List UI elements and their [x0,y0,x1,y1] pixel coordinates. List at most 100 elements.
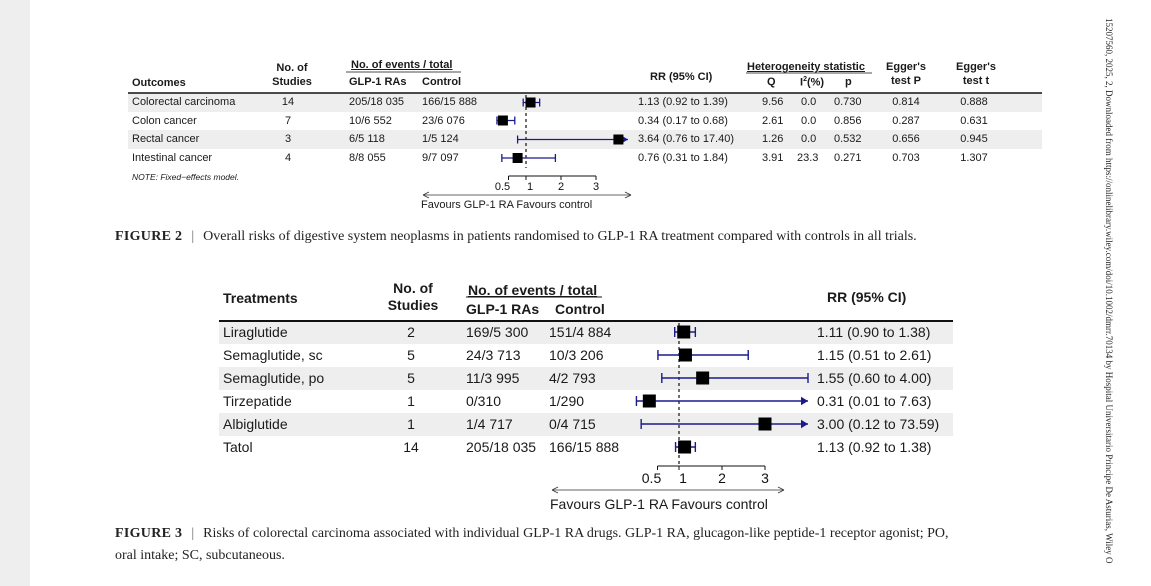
header-q: Q [767,76,776,88]
control-events: 166/15 888 [549,439,620,455]
glp1-events: 205/18 035 [349,96,405,108]
control-events: 1/290 [549,393,585,409]
treatment-label: Liraglutide [223,324,288,340]
rr-point [525,97,536,108]
i2-value: 0.0 [801,96,817,108]
control-events: 166/15 888 [422,96,478,108]
header-egger-p-2: test P [891,75,921,87]
favours-arrow-left [422,191,430,199]
favours-arrow-right [777,486,785,494]
favours-label: Favours GLP-1 RA Favours control [550,496,768,512]
p-value: 0.730 [834,96,862,108]
i2-value: 0.0 [801,133,817,145]
header-studies-2: Studies [272,76,312,88]
header-treatments: Treatments [223,290,298,306]
egger-t-value: 1.307 [960,152,988,164]
header-glp1: GLP-1 RAs [466,301,540,317]
studies-value: 14 [403,439,419,455]
outcome-label: Colorectal carcinoma [132,96,236,108]
q-value: 2.61 [762,115,784,127]
header-control: Control [422,76,462,88]
q-value: 1.26 [762,133,784,145]
header-egger-t-1: Egger's [956,61,996,73]
rr-point [642,394,656,408]
studies-value: 1 [407,393,415,409]
rr-point [497,115,508,126]
egger-p-value: 0.287 [892,115,920,127]
rr-point [696,371,710,385]
header-events-group: No. of events / total [468,282,598,298]
x-tick-label: 0.5 [642,470,662,486]
rr-ci-text: 3.64 (0.76 to 17.40) [638,133,735,145]
header-outcomes: Outcomes [132,77,186,89]
row-shade [128,93,1042,112]
ci-right-arrow [801,419,808,429]
model-note: NOTE: Fixed−effects model. [132,172,239,182]
i2-value: 0.0 [801,115,817,127]
glp1-events: 169/5 300 [466,324,529,340]
header-egger-p-1: Egger's [886,61,926,73]
header-studies-1: No. of [393,280,433,296]
rr-point [758,417,772,431]
rr-ci-text: 0.31 (0.01 to 7.63) [817,393,932,409]
control-events: 9/7 097 [422,152,459,164]
glp1-events: 205/18 035 [466,439,537,455]
q-value: 3.91 [762,152,784,164]
q-value: 9.56 [762,96,784,108]
glp1-events: 6/5 118 [349,133,385,145]
glp1-events: 10/6 552 [349,115,392,127]
header-heterogeneity: Heterogeneity statistic [747,61,865,73]
rr-ci-text: 1.13 (0.92 to 1.39) [638,96,728,108]
glp1-events: 11/3 995 [466,370,520,386]
x-tick-label: 1 [527,181,533,193]
control-events: 0/4 715 [549,416,596,432]
download-watermark: 15207560, 2025, 2, Downloaded from https… [1104,18,1114,564]
glp1-events: 0/310 [466,393,502,409]
studies-value: 5 [407,370,415,386]
x-tick-label: 3 [761,470,769,486]
figure-3-caption-line-2: oral intake; SC, subcutaneous. [115,548,285,563]
treatment-label: Tirzepatide [223,393,292,409]
favours-arrow-left [551,486,559,494]
rr-ci-text: 1.11 (0.90 to 1.38) [817,324,931,340]
rr-ci-text: 0.34 (0.17 to 0.68) [638,115,728,127]
header-glp1: GLP-1 RAs [349,76,407,88]
studies-value: 2 [407,324,415,340]
header-events-group: No. of events / total [351,59,453,71]
x-tick-label: 3 [593,181,599,193]
x-tick-label: 1 [679,470,687,486]
outcome-label: Intestinal cancer [132,152,213,164]
control-events: 23/6 076 [422,115,465,127]
i2-value: 23.3 [797,152,819,164]
rr-ci-text: 0.76 (0.31 to 1.84) [638,152,728,164]
studies-value: 5 [407,347,415,363]
x-tick-label: 2 [718,470,726,486]
ci-right-arrow [801,396,808,406]
rr-point [613,134,624,145]
favours-label: Favours GLP-1 RA Favours control [421,199,593,211]
header-i2: I2(%) [800,76,825,89]
figure-2-caption: FIGURE 2 | Overall risks of digestive syst… [115,229,917,244]
glp1-events: 24/3 713 [466,347,521,363]
treatment-label: Semaglutide, sc [223,347,323,363]
treatment-label: Albiglutide [223,416,288,432]
header-p: p [845,76,852,88]
egger-t-value: 0.631 [960,115,988,127]
x-tick-label: 0.5 [495,181,510,193]
rr-ci-text: 1.55 (0.60 to 4.00) [817,370,932,386]
row-shade [219,367,953,390]
glp1-events: 1/4 717 [466,416,513,432]
egger-p-value: 0.656 [892,133,920,145]
studies-value: 7 [284,115,292,127]
row-shade [219,321,953,344]
control-events: 10/3 206 [549,347,604,363]
control-events: 151/4 884 [549,324,612,340]
egger-t-value: 0.945 [960,133,988,145]
rr-point [678,348,692,362]
egger-p-value: 0.814 [892,96,920,108]
header-studies-2: Studies [387,297,439,313]
x-tick-label: 2 [558,181,564,193]
control-events: 4/2 793 [549,370,596,386]
control-events: 1/5 124 [422,133,459,145]
